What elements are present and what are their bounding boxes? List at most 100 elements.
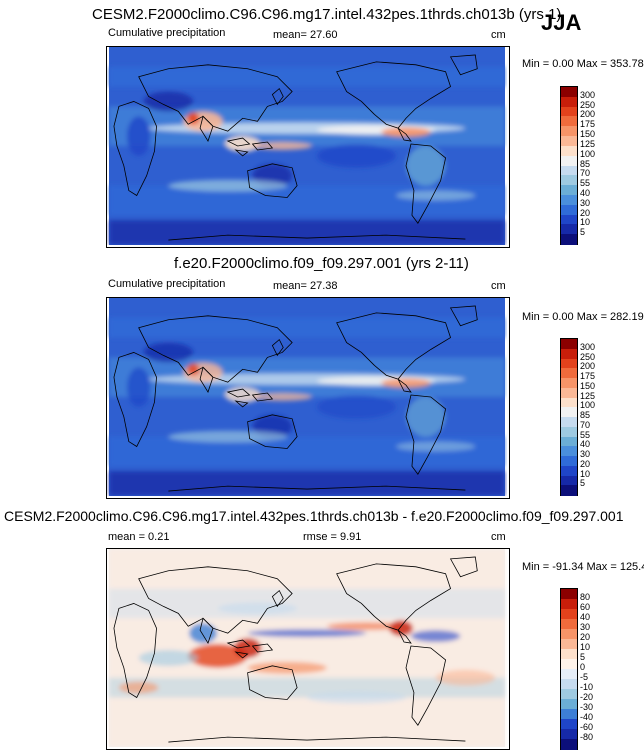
colorbar-tick-label: 85 [580, 410, 591, 420]
colorbar-swatch [561, 106, 577, 117]
colorbar-tick-label: 250 [580, 99, 596, 110]
colorbar-swatch [561, 224, 577, 235]
colorbar-swatch [561, 446, 577, 457]
colorbar-tick-label: 85 [580, 158, 591, 169]
colorbar-swatch [561, 679, 577, 690]
panel3-map [106, 548, 510, 750]
map-field [109, 47, 505, 245]
colorbar-tick-label: 5 [580, 227, 586, 238]
colorbar-tick-label: 175 [580, 119, 596, 130]
panel3-mean: mean = 0.21 [108, 531, 170, 543]
colorbar-tick-label: 55 [580, 429, 591, 440]
colorbar-swatch [561, 739, 577, 750]
colorbar-swatch [561, 348, 577, 359]
colorbar-tick-label: 300 [580, 89, 596, 100]
colorbar-swatch [561, 358, 577, 369]
colorbar-tick-label: -5 [580, 672, 589, 682]
map-field [109, 298, 505, 496]
colorbar-swatch [561, 589, 577, 600]
panel2-units: cm [491, 280, 506, 292]
season-label: JJA [541, 10, 582, 35]
colorbar-swatch [561, 185, 577, 196]
panel1-variable: Cumulative precipitation [108, 27, 226, 39]
colorbar-tick-label: -10 [580, 682, 594, 692]
colorbar-tick-label: 40 [580, 439, 591, 450]
colorbar-swatch [561, 214, 577, 225]
colorbar-tick-label: 10 [580, 642, 591, 652]
colorbar-swatch [561, 387, 577, 398]
panel3-colorbar [560, 588, 578, 750]
colorbar-swatch [561, 116, 577, 127]
colorbar-tick-label: 150 [580, 129, 596, 140]
colorbar-tick-label: -20 [580, 692, 594, 702]
colorbar-tick-label: 0 [580, 662, 586, 672]
colorbar-tick-label: 70 [580, 168, 591, 179]
colorbar-tick-label: 100 [580, 400, 596, 411]
colorbar-tick-label: 20 [580, 632, 591, 642]
colorbar-tick-label: 30 [580, 197, 591, 208]
colorbar-swatch [561, 426, 577, 437]
colorbar-swatch [561, 407, 577, 418]
panel3-rmse: rmse = 9.91 [303, 531, 362, 543]
panel1-mean: mean= 27.60 [273, 29, 338, 41]
colorbar-swatch [561, 599, 577, 610]
colorbar-swatch [561, 609, 577, 620]
colorbar-tick-label: 175 [580, 371, 596, 381]
colorbar-tick-label: 20 [580, 207, 591, 218]
colorbar-tick-label: 200 [580, 361, 596, 372]
colorbar-swatch [561, 709, 577, 720]
colorbar-swatch [561, 729, 577, 740]
colorbar-tick-label: 150 [580, 380, 596, 391]
panel1-title: CESM2.F2000climo.C96.C96.mg17.intel.432p… [92, 6, 562, 23]
colorbar-tick-label: 30 [580, 449, 591, 459]
panel1-colorbar [560, 86, 578, 245]
colorbar-tick-label: 125 [580, 138, 596, 149]
colorbar-swatch [561, 87, 577, 98]
colorbar-tick-label: 5 [580, 478, 586, 489]
colorbar-tick-label: 70 [580, 419, 591, 430]
panel1-map [106, 46, 510, 248]
colorbar-tick-label: 10 [580, 468, 591, 479]
colorbar-swatch [561, 204, 577, 216]
colorbar-tick-label: -40 [580, 712, 594, 722]
colorbar-swatch [561, 485, 577, 496]
panel2-minmax: Min = 0.00 Max = 282.19 [522, 311, 644, 323]
colorbar-swatch [561, 475, 577, 486]
colorbar-swatch [561, 639, 577, 650]
colorbar-swatch [561, 155, 577, 166]
colorbar-tick-label: 40 [580, 187, 591, 198]
panel2-mean: mean= 27.38 [273, 280, 338, 292]
panel1-minmax: Min = 0.00 Max = 353.78 [522, 58, 644, 70]
colorbar-tick-label: 5 [580, 652, 586, 662]
colorbar-swatch [561, 669, 577, 680]
colorbar-swatch [561, 378, 577, 389]
colorbar-swatch [561, 719, 577, 730]
colorbar-swatch [561, 456, 577, 467]
map-field [109, 549, 505, 747]
colorbar-tick-label: 250 [580, 351, 596, 362]
colorbar-swatch [561, 96, 577, 108]
colorbar-tick-label: 20 [580, 458, 591, 469]
colorbar-tick-label: -80 [580, 732, 594, 742]
panel1-units: cm [491, 29, 506, 41]
panel3-title: CESM2.F2000climo.C96.C96.mg17.intel.432p… [4, 508, 624, 524]
colorbar-swatch [561, 165, 577, 176]
colorbar-swatch [561, 339, 577, 350]
colorbar-tick-label: 125 [580, 390, 596, 401]
colorbar-swatch [561, 126, 577, 137]
panel3-minmax: Min = -91.34 Max = 125.48 [522, 561, 644, 573]
colorbar-tick-label: 80 [580, 592, 591, 602]
colorbar-swatch [561, 619, 577, 630]
colorbar-tick-label: 40 [580, 612, 591, 622]
colorbar-tick-label: 100 [580, 148, 596, 159]
colorbar-tick-label: 55 [580, 178, 591, 189]
colorbar-tick-label: -30 [580, 702, 594, 712]
colorbar-tick-label: -60 [580, 722, 594, 732]
panel2-title: f.e20.F2000climo.f09_f09.297.001 (yrs 2-… [174, 255, 469, 272]
panel2-map [106, 297, 510, 499]
colorbar-tick-label: 300 [580, 341, 596, 352]
colorbar-tick-label: 30 [580, 622, 591, 632]
colorbar-tick-label: 60 [580, 602, 591, 612]
colorbar-swatch [561, 436, 577, 447]
colorbar-swatch [561, 194, 577, 206]
